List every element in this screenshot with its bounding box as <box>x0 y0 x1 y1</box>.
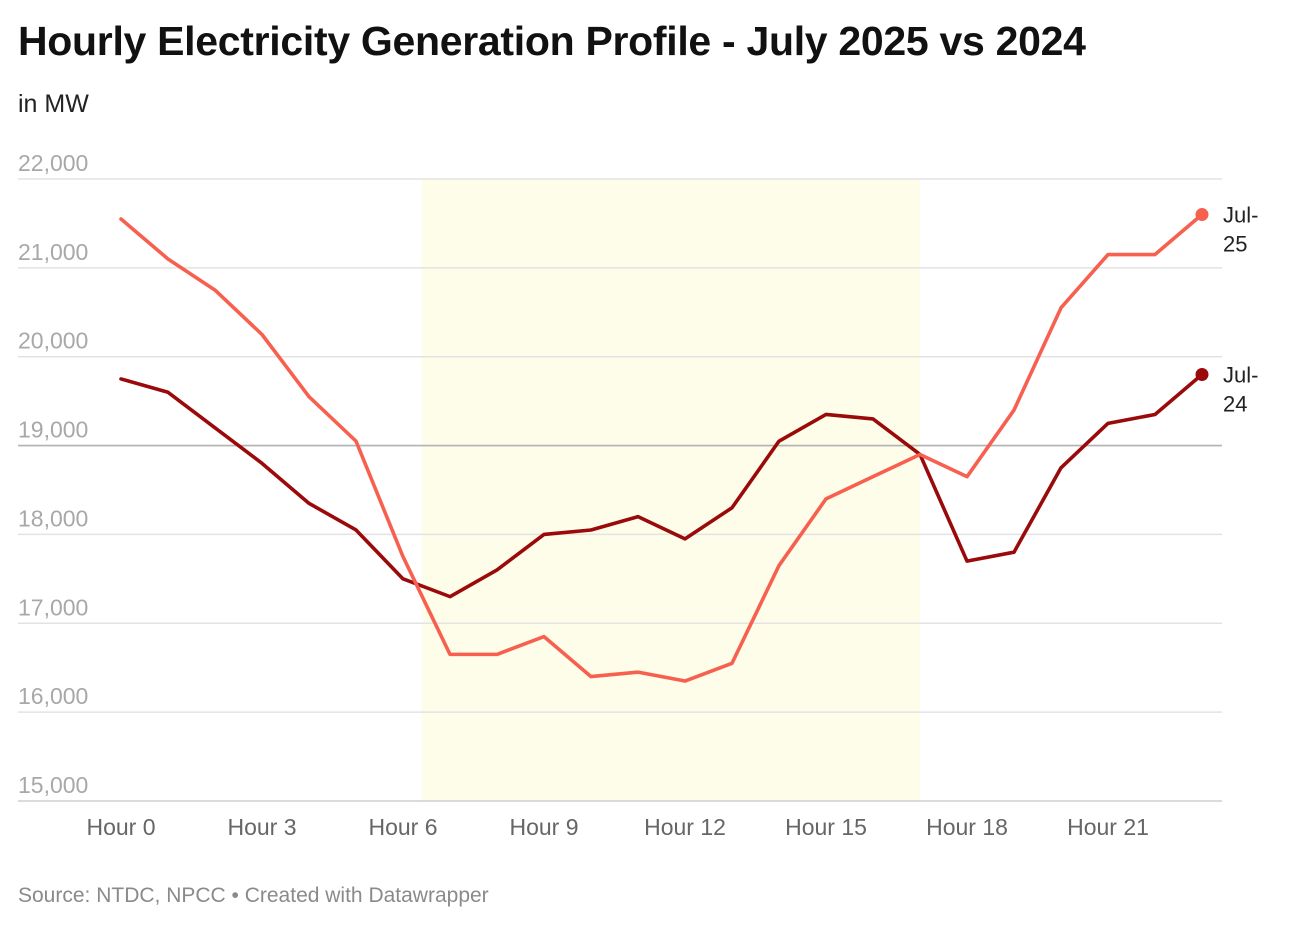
x-tick-label: Hour 9 <box>509 814 578 840</box>
series-label-jul-24: Jul- <box>1223 362 1258 387</box>
y-tick-label: 18,000 <box>18 505 88 531</box>
x-tick-label: Hour 6 <box>368 814 437 840</box>
y-tick-label: 16,000 <box>18 683 88 709</box>
highlight-band <box>421 179 920 801</box>
y-tick-label: 17,000 <box>18 594 88 620</box>
y-tick-label: 20,000 <box>18 328 88 354</box>
series-end-point-jul-24 <box>1195 367 1209 381</box>
chart-title: Hourly Electricity Generation Profile - … <box>18 18 1086 64</box>
y-tick-label: 15,000 <box>18 772 88 798</box>
series-label-jul-25: Jul- <box>1223 203 1258 228</box>
series-line-jul-25 <box>119 212 1204 683</box>
chart-subtitle: in MW <box>18 90 89 118</box>
y-tick-label: 21,000 <box>18 239 88 265</box>
y-tick-label: 19,000 <box>18 417 88 443</box>
x-tick-label: Hour 12 <box>644 814 726 840</box>
x-tick-label: Hour 21 <box>1067 814 1149 840</box>
x-tick-label: Hour 3 <box>227 814 296 840</box>
series-end-point-jul-25 <box>1195 208 1209 222</box>
x-tick-label: Hour 18 <box>926 814 1008 840</box>
y-tick-label: 22,000 <box>18 150 88 176</box>
series-label-jul-25: 25 <box>1223 232 1247 257</box>
x-tick-label: Hour 15 <box>785 814 867 840</box>
x-tick-label: Hour 0 <box>86 814 155 840</box>
source-note: Source: NTDC, NPCC • Created with Datawr… <box>18 884 489 907</box>
series-label-jul-24: 24 <box>1223 391 1247 416</box>
series-line-jul-24 <box>119 372 1204 599</box>
